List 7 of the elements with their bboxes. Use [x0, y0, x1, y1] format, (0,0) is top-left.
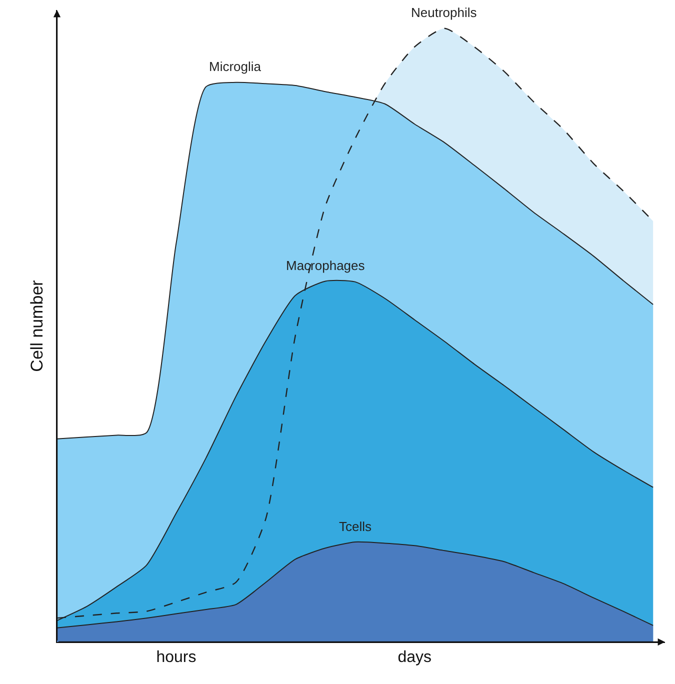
x-tick-label: hours	[156, 649, 196, 666]
x-tick-label: days	[398, 649, 432, 666]
series-label: Tcells	[339, 519, 372, 534]
series-label: Neutrophils	[411, 5, 478, 20]
series-label: Microglia	[209, 59, 262, 74]
y-axis-title: Cell number	[28, 280, 47, 372]
series-label: Macrophages	[286, 258, 366, 273]
